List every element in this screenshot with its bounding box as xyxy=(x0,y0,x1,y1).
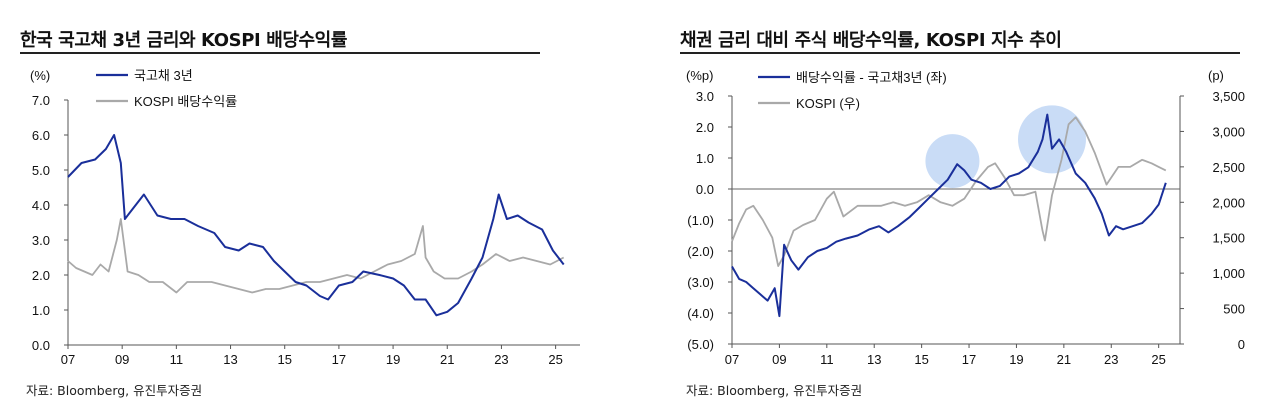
y-tick-label: 4.0 xyxy=(32,198,50,213)
series-line-kospi-index xyxy=(731,116,1167,268)
y-tick-label-right: 0 xyxy=(1238,337,1245,352)
left-panel: 한국 국고채 3년 금리와 KOSPI 배당수익률 (%) 7.0 6.0 5.0 4.… xyxy=(0,0,620,420)
y-tick-label-right: 1,500 xyxy=(1212,231,1245,246)
y-tick-label-left: (2.0) xyxy=(687,244,714,259)
chart-title: 채권 금리 대비 주식 배당수익률, KOSPI 지수 추이 xyxy=(680,30,1062,51)
y-tick-label-right: 500 xyxy=(1223,302,1245,317)
y-tick-label-left: 0.0 xyxy=(696,182,714,197)
x-tick-label: 07 xyxy=(61,352,75,367)
y-tick-label-right: 2,500 xyxy=(1212,160,1245,175)
x-tick-label: 19 xyxy=(386,352,400,367)
y-tick-label-left: 2.0 xyxy=(696,120,714,135)
y-tick-label: 5.0 xyxy=(32,163,50,178)
y-tick-label-right: 1,000 xyxy=(1212,266,1245,281)
y-unit-label: (%) xyxy=(30,68,50,83)
source-note: 자료: Bloomberg, 유진투자증권 xyxy=(686,383,863,398)
series-line-yield-spread xyxy=(731,113,1167,318)
highlight-circle xyxy=(925,134,980,189)
y-tick-label-left: (4.0) xyxy=(687,306,714,321)
x-tick-label: 09 xyxy=(115,352,129,367)
y-unit-label-left: (%p) xyxy=(686,68,713,83)
x-tick-label: 19 xyxy=(1009,352,1023,367)
y-tick-label: 7.0 xyxy=(32,93,50,108)
y-tick-label-right: 2,000 xyxy=(1212,195,1245,210)
x-tick-label: 21 xyxy=(440,352,454,367)
y-unit-label-right: (p) xyxy=(1208,68,1224,83)
title-rule xyxy=(20,52,540,54)
y-tick-label: 3.0 xyxy=(32,233,50,248)
x-tick-label: 17 xyxy=(332,352,346,367)
legend-label: 국고채 3년 xyxy=(134,68,193,83)
x-tick-label: 25 xyxy=(1151,352,1165,367)
y-tick-label: 0.0 xyxy=(32,338,50,353)
y-tick-label: 1.0 xyxy=(32,303,50,318)
right-chart: (%p) (p) 3.0 2.0 1.0 0.0 (1.0) (2.0) (3.0) (4.0) (… xyxy=(686,68,1245,367)
x-tick-label: 21 xyxy=(1057,352,1071,367)
x-tick-label: 11 xyxy=(170,352,184,367)
y-tick-label-left: (1.0) xyxy=(687,213,714,228)
y-tick-label: 6.0 xyxy=(32,128,50,143)
y-tick-label-left: (5.0) xyxy=(687,337,714,352)
x-tick-label: 15 xyxy=(277,352,291,367)
x-tick-label: 25 xyxy=(548,352,562,367)
right-panel: 채권 금리 대비 주식 배당수익률, KOSPI 지수 추이 (%p) (p) 3.… xyxy=(660,0,1280,420)
x-tick-label: 07 xyxy=(725,352,739,367)
x-tick-label: 09 xyxy=(772,352,786,367)
legend-label: 배당수익률 - 국고채3년 (좌) xyxy=(796,70,947,85)
left-chart: (%) 7.0 6.0 5.0 4.0 3.0 2.0 1.0 0.0 07 09 11 13 15 17 1… xyxy=(30,68,580,367)
legend-label: KOSPI 배당수익률 xyxy=(134,94,237,109)
x-tick-label: 23 xyxy=(494,352,508,367)
x-tick-label: 11 xyxy=(820,352,834,367)
series-line-bond-3y xyxy=(67,134,565,317)
y-tick-label: 2.0 xyxy=(32,268,50,283)
x-tick-label: 17 xyxy=(962,352,976,367)
legend-label: KOSPI (우) xyxy=(796,96,860,111)
highlight-circle xyxy=(1018,105,1086,174)
title-rule xyxy=(680,52,1240,54)
y-tick-label-left: 1.0 xyxy=(696,151,714,166)
x-tick-label: 23 xyxy=(1104,352,1118,367)
x-tick-label: 15 xyxy=(914,352,928,367)
y-tick-label-right: 3,000 xyxy=(1212,124,1245,139)
y-tick-label-right: 3,500 xyxy=(1212,89,1245,104)
chart-title: 한국 국고채 3년 금리와 KOSPI 배당수익률 xyxy=(20,30,347,51)
y-tick-label-left: 3.0 xyxy=(696,89,714,104)
y-tick-label-left: (3.0) xyxy=(687,275,714,290)
x-tick-label: 13 xyxy=(223,352,237,367)
source-note: 자료: Bloomberg, 유진투자증권 xyxy=(26,383,203,398)
x-tick-label: 13 xyxy=(867,352,881,367)
